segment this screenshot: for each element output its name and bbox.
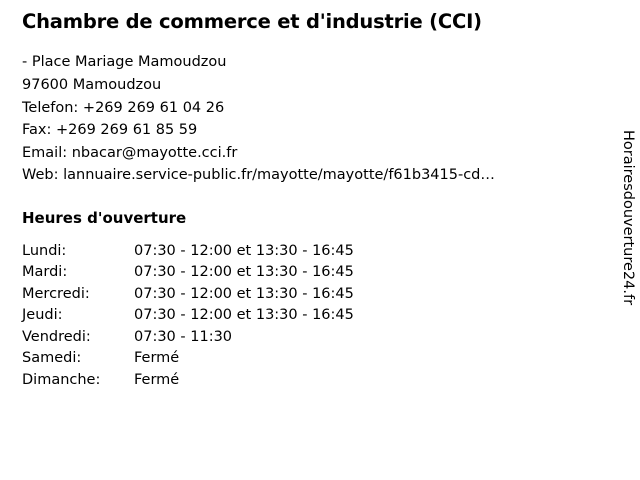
table-row: Samedi: Fermé [22, 348, 354, 370]
hours-heading: Heures d'ouverture [22, 208, 187, 227]
table-row: Jeudi: 07:30 - 12:00 et 13:30 - 16:45 [22, 305, 354, 327]
day-label: Mardi: [22, 264, 68, 281]
day-label: Mercredi: [22, 285, 90, 302]
address-street: - Place Mariage Mamoudzou [22, 54, 227, 71]
page-title: Chambre de commerce et d'industrie (CCI) [22, 10, 482, 33]
phone-line: Telefon: +269 269 61 04 26 [22, 99, 225, 116]
site-watermark: Horairesdouverture24.fr [620, 130, 636, 306]
table-row: Dimanche: Fermé [22, 370, 354, 392]
main-content: Chambre de commerce et d'industrie (CCI)… [22, 10, 582, 391]
opening-hours-body: Lundi: 07:30 - 12:00 et 13:30 - 16:45 Ma… [22, 241, 354, 392]
day-hours: 07:30 - 12:00 et 13:30 - 16:45 [134, 264, 354, 281]
day-label: Vendredi: [22, 328, 91, 345]
address-block: - Place Mariage Mamoudzou 97600 Mamoudzo… [22, 51, 582, 187]
address-city: 97600 Mamoudzou [22, 76, 162, 93]
day-label: Dimanche: [22, 371, 101, 388]
day-label: Samedi: [22, 350, 82, 367]
opening-hours-table: Lundi: 07:30 - 12:00 et 13:30 - 16:45 Ma… [22, 241, 354, 392]
day-hours: 07:30 - 12:00 et 13:30 - 16:45 [134, 242, 354, 259]
day-label: Lundi: [22, 242, 67, 259]
day-hours: Fermé [134, 350, 180, 367]
day-hours: 07:30 - 11:30 [134, 328, 233, 345]
day-hours: 07:30 - 12:00 et 13:30 - 16:45 [134, 307, 354, 324]
table-row: Lundi: 07:30 - 12:00 et 13:30 - 16:45 [22, 241, 354, 263]
web-line: Web: lannuaire.service-public.fr/mayotte… [22, 167, 495, 184]
fax-line: Fax: +269 269 61 85 59 [22, 122, 198, 139]
day-hours: 07:30 - 12:00 et 13:30 - 16:45 [134, 285, 354, 302]
day-label: Jeudi: [22, 307, 63, 324]
table-row: Mercredi: 07:30 - 12:00 et 13:30 - 16:45 [22, 284, 354, 306]
table-row: Mardi: 07:30 - 12:00 et 13:30 - 16:45 [22, 262, 354, 284]
table-row: Vendredi: 07:30 - 11:30 [22, 327, 354, 349]
day-hours: Fermé [134, 371, 180, 388]
email-line: Email: nbacar@mayotte.cci.fr [22, 144, 238, 161]
